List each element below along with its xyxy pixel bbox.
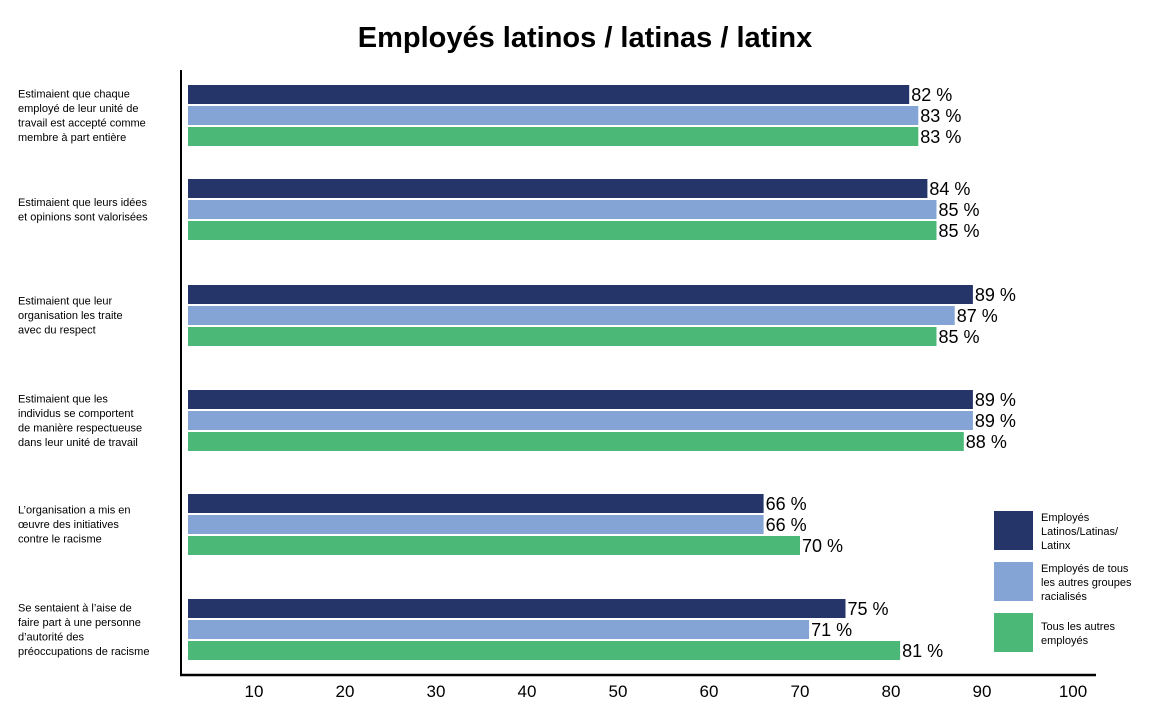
bar-3-series-1 (188, 285, 973, 304)
x-tick-label-50: 50 (609, 682, 628, 701)
legend-label-2: Employés de tous les autres groupes racial… (1041, 563, 1132, 603)
bar-2-series-3 (188, 221, 937, 240)
legend-label-1: Employés Latinos/Latinas/Latinx (1041, 512, 1119, 552)
category-label-6: Se sentaient à l’aise de faire part à une… (18, 602, 149, 658)
x-tick-label-70: 70 (791, 682, 810, 701)
value-label-4-series-2: 89 % (975, 411, 1016, 431)
bar-2-series-1 (188, 179, 928, 198)
value-label-4-series-3: 88 % (966, 432, 1007, 452)
bar-4-series-1 (188, 390, 973, 409)
legend-swatch-3 (994, 613, 1033, 652)
value-label-6-series-3: 81 % (902, 641, 943, 661)
value-label-5-series-1: 66 % (766, 494, 807, 514)
category-label-5: L’organisation a mis en œuvre des initiat… (18, 505, 131, 546)
legend-swatch-2 (994, 562, 1033, 601)
value-label-5-series-3: 70 % (802, 536, 843, 556)
legend-label-3: Tous les autres employés (1041, 621, 1115, 647)
x-tick-label-80: 80 (882, 682, 901, 701)
category-label-3: Estimaient que leur organisation les trai… (18, 296, 123, 337)
bar-3-series-3 (188, 327, 937, 346)
category-label-2: Estimaient que leurs idées et opinions so… (18, 197, 148, 224)
value-label-1-series-2: 83 % (920, 106, 961, 126)
value-label-3-series-1: 89 % (975, 285, 1016, 305)
bar-5-series-1 (188, 494, 764, 513)
value-label-2-series-3: 85 % (939, 221, 980, 241)
bar-4-series-2 (188, 411, 973, 430)
x-tick-label-90: 90 (973, 682, 992, 701)
x-tick-label-100: 100 (1059, 682, 1087, 701)
x-tick-label-10: 10 (245, 682, 264, 701)
bar-1-series-2 (188, 106, 919, 125)
bar-6-series-1 (188, 599, 846, 618)
bar-1-series-3 (188, 127, 919, 146)
bar-1-series-1 (188, 85, 910, 104)
value-label-5-series-2: 66 % (766, 515, 807, 535)
x-tick-label-60: 60 (700, 682, 719, 701)
bar-4-series-3 (188, 432, 964, 451)
bar-5-series-2 (188, 515, 764, 534)
x-tick-label-30: 30 (427, 682, 446, 701)
bar-3-series-2 (188, 306, 955, 325)
category-label-1: Estimaient que chaque employé de leur uni… (18, 88, 146, 144)
value-label-2-series-2: 85 % (939, 200, 980, 220)
value-label-1-series-3: 83 % (920, 127, 961, 147)
value-label-6-series-2: 71 % (811, 620, 852, 640)
category-label-4: Estimaient que les individus se comporten… (18, 393, 142, 449)
value-label-4-series-1: 89 % (975, 390, 1016, 410)
value-label-2-series-1: 84 % (929, 179, 970, 199)
chart-title: Employés latinos / latinas / latinx (357, 22, 813, 54)
value-label-6-series-1: 75 % (848, 599, 889, 619)
legend-swatch-1 (994, 511, 1033, 550)
bar-2-series-2 (188, 200, 937, 219)
bar-6-series-3 (188, 641, 901, 660)
bar-6-series-2 (188, 620, 810, 639)
x-tick-label-20: 20 (336, 682, 355, 701)
value-label-3-series-3: 85 % (939, 327, 980, 347)
bar-5-series-3 (188, 536, 800, 555)
value-label-3-series-2: 87 % (957, 306, 998, 326)
value-label-1-series-1: 82 % (911, 85, 952, 105)
x-tick-label-40: 40 (518, 682, 537, 701)
